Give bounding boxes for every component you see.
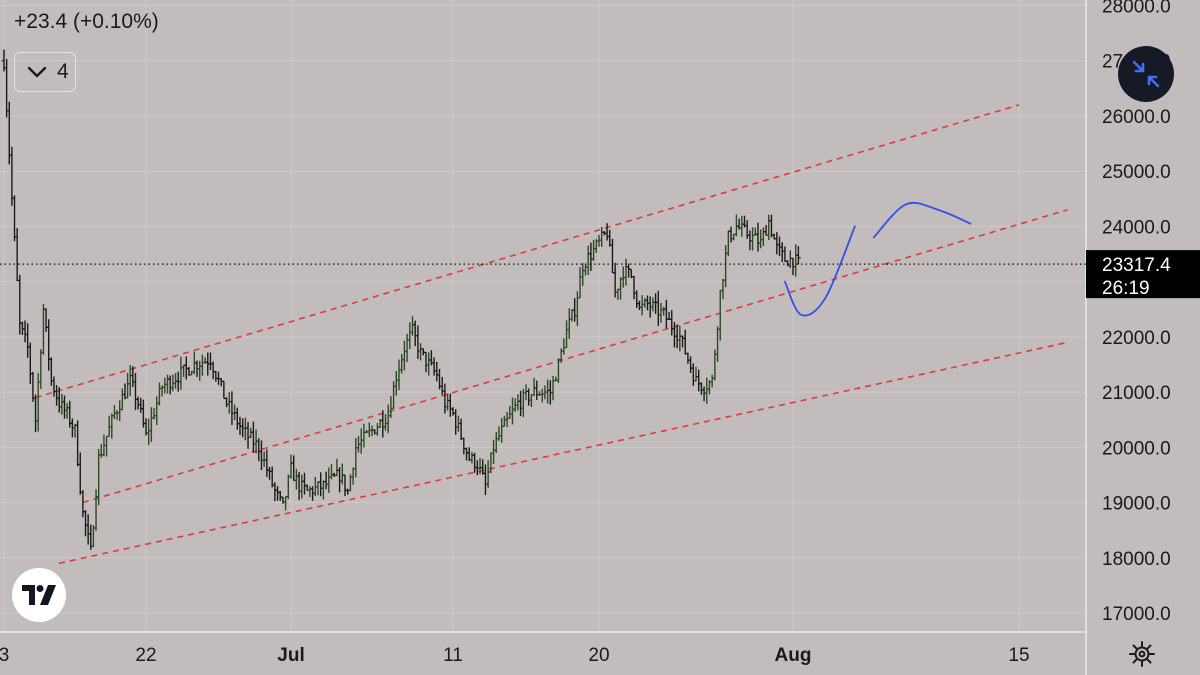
- annotation-curve: [872, 201, 972, 239]
- channel-trendline: [35, 104, 1020, 399]
- exit-fullscreen-button[interactable]: [1118, 46, 1174, 102]
- price-label-value: 23317.4: [1102, 255, 1171, 276]
- price-tick-label: 20000.0: [1102, 438, 1171, 459]
- price-tick-label: 18000.0: [1102, 549, 1171, 570]
- channel-trendline: [59, 341, 1068, 565]
- time-tick-label: 22: [135, 645, 156, 666]
- time-tick-label: Aug: [775, 645, 812, 666]
- ohlc-bars: [1, 49, 801, 550]
- price-label-countdown: 26:19: [1102, 278, 1150, 299]
- exit-fullscreen-icon: [1132, 60, 1160, 88]
- trendlines: [35, 104, 1068, 565]
- indicators-toggle-button[interactable]: 4: [14, 52, 76, 92]
- annotations: [784, 201, 972, 317]
- price-tick-label: 22000.0: [1102, 328, 1171, 349]
- current-price-label: 23317.4 26:19: [1086, 250, 1200, 299]
- price-tick-label: 17000.0: [1102, 604, 1171, 625]
- price-tick-label: 25000.0: [1102, 162, 1171, 183]
- grid: [0, 0, 1086, 632]
- tradingview-logo[interactable]: [12, 568, 66, 622]
- time-tick-label: 3: [0, 645, 9, 666]
- time-axis[interactable]: 3 22 Jul 11 20 Aug 15: [0, 645, 1030, 666]
- price-tick-label: 24000.0: [1102, 217, 1171, 238]
- price-label-box: [1086, 250, 1200, 299]
- logo-icon: [22, 585, 56, 605]
- price-change: +23.4 (+0.10%): [14, 10, 159, 33]
- gear-icon: [1129, 641, 1155, 667]
- price-tick-label: 26000.0: [1102, 107, 1171, 128]
- price-tick-label: 19000.0: [1102, 494, 1171, 515]
- annotation-curve: [784, 225, 856, 317]
- time-tick-label: 20: [588, 645, 609, 666]
- indicator-count: 4: [57, 60, 69, 83]
- time-tick-label: 15: [1008, 645, 1029, 666]
- channel-trendline: [82, 209, 1068, 504]
- price-tick-label: 28000.0: [1102, 0, 1171, 18]
- chevron-down-icon: [27, 66, 47, 78]
- time-tick-label: Jul: [277, 645, 304, 666]
- time-tick-label: 11: [443, 645, 463, 666]
- price-tick-label: 21000.0: [1102, 383, 1171, 404]
- settings-button[interactable]: [1128, 640, 1156, 668]
